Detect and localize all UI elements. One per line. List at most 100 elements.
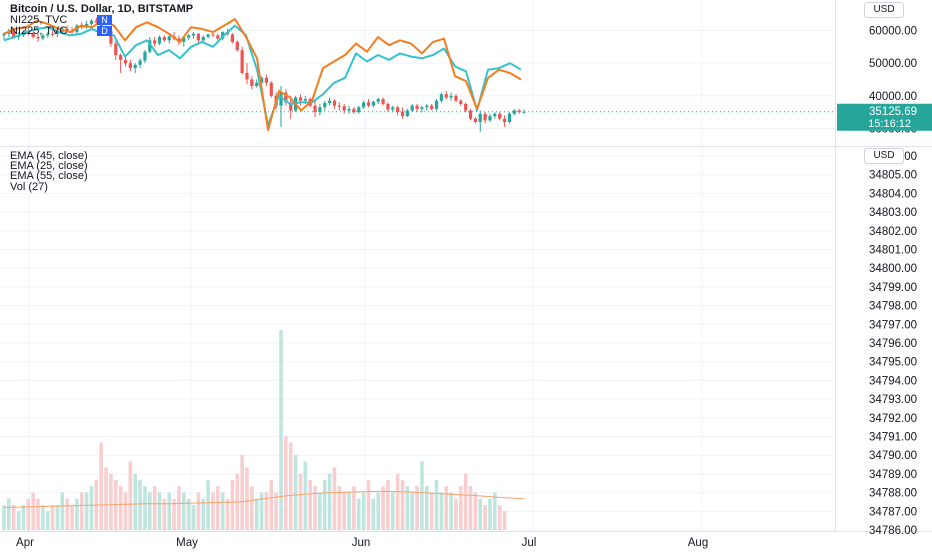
- volume-bar: [463, 473, 468, 530]
- price-tick-label: 60000.00: [869, 26, 917, 38]
- time-tick-label: May: [176, 537, 198, 549]
- lower-tick-label: 34796.00: [869, 338, 917, 350]
- candle-body: [468, 110, 473, 119]
- lower-tick-label: 34801.00: [869, 245, 917, 257]
- lower-tick-label: 34793.00: [869, 394, 917, 406]
- candle-body: [89, 20, 94, 24]
- volume-bar: [65, 498, 69, 530]
- candle-body: [332, 100, 337, 106]
- candle-body: [230, 34, 235, 42]
- candle-body: [264, 77, 269, 83]
- volume-bar: [347, 492, 351, 530]
- candle-body: [517, 110, 521, 113]
- time-tick-label: Jun: [352, 537, 371, 549]
- volume-bar: [172, 498, 176, 530]
- volume-bar: [322, 480, 327, 530]
- candlestick-series: [2, 17, 526, 132]
- volume-bar: [386, 480, 390, 530]
- volume-bar: [342, 492, 346, 530]
- volume-bar: [459, 486, 463, 530]
- candle-body: [46, 33, 50, 36]
- candle-body: [386, 104, 390, 110]
- time-tick-label: Apr: [16, 537, 34, 549]
- candle-body: [512, 110, 516, 114]
- candle-body: [211, 34, 215, 36]
- indicator-ema-45[interactable]: EMA (45, close): [10, 150, 88, 162]
- candle-body: [362, 102, 366, 108]
- volume-bar: [303, 461, 308, 530]
- candle-body: [444, 94, 448, 98]
- candle-body: [420, 107, 424, 109]
- volume-bar: [395, 473, 400, 530]
- candle-body: [182, 37, 186, 42]
- candle-body: [55, 31, 60, 35]
- compare-badge-2[interactable]: D: [97, 26, 112, 36]
- volume-bar: [327, 473, 332, 530]
- countdown-label: 15:16:12: [868, 118, 911, 130]
- volume-bar: [157, 492, 162, 530]
- volume-bar: [162, 498, 167, 530]
- indicator-volume[interactable]: Vol (27): [10, 181, 48, 193]
- volume-bar: [298, 473, 303, 530]
- candle-body: [313, 105, 317, 113]
- volume-bar: [240, 455, 244, 530]
- compare-legend-2[interactable]: NI225, TVC: [10, 25, 68, 37]
- candle-body: [303, 99, 307, 101]
- candle-body: [396, 107, 400, 113]
- lower-tick-label: 34787.00: [869, 506, 917, 518]
- indicator-ema-55[interactable]: EMA (55, close): [10, 170, 88, 182]
- volume-bar: [425, 486, 429, 530]
- candle-body: [206, 34, 210, 38]
- volume-bar: [138, 480, 142, 530]
- price-tick-label: 40000.00: [869, 91, 917, 103]
- volume-bar: [473, 492, 478, 530]
- candle-body: [36, 37, 40, 39]
- compare-badge-1[interactable]: N: [97, 15, 112, 25]
- candle-body: [381, 99, 385, 104]
- volume-bar: [356, 498, 361, 530]
- volume-bar: [293, 455, 298, 530]
- candle-body: [459, 100, 463, 104]
- volume-bar: [429, 492, 434, 530]
- volume-bar: [361, 492, 366, 530]
- compare-legend-1[interactable]: NI225, TVC: [10, 14, 68, 26]
- symbol-title[interactable]: Bitcoin / U.S. Dollar, 1D, BITSTAMP: [10, 3, 194, 15]
- candle-body: [337, 105, 341, 107]
- candle-body: [483, 113, 487, 121]
- volume-bar: [279, 330, 283, 530]
- candle-body: [289, 102, 293, 111]
- volume-bar: [502, 511, 507, 530]
- candle-body: [410, 105, 414, 111]
- volume-bar: [26, 498, 31, 530]
- volume-bar: [133, 473, 138, 530]
- volume-bar: [288, 442, 293, 530]
- candle-body: [478, 113, 482, 122]
- volume-bar: [128, 461, 133, 530]
- volume-bar: [36, 498, 40, 530]
- volume-bar: [264, 492, 269, 530]
- volume-histogram: [2, 330, 525, 530]
- indicator-ema-25[interactable]: EMA (25, close): [10, 160, 88, 172]
- candle-body: [507, 113, 512, 122]
- price-unit-button[interactable]: USD: [864, 2, 904, 18]
- volume-bar: [167, 492, 172, 530]
- candle-body: [415, 105, 419, 109]
- lower-tick-label: 34802.00: [869, 226, 917, 238]
- candle-body: [284, 92, 288, 103]
- price-scale[interactable]: 60000.0050000.0040000.0030000.0035125.69…: [837, 26, 932, 538]
- volume-bar: [45, 511, 50, 530]
- time-axis[interactable]: Apr May Jun Jul Aug: [16, 537, 708, 549]
- lower-tick-label: 34800.00: [869, 263, 917, 275]
- candle-body: [473, 118, 478, 122]
- candle-body: [352, 108, 356, 113]
- candle-body: [153, 40, 157, 44]
- candle-body: [464, 104, 468, 111]
- candle-body: [216, 35, 220, 39]
- lower-unit-button[interactable]: USD: [864, 148, 904, 164]
- volume-bar: [225, 498, 230, 530]
- volume-ma-line: [3, 490, 525, 508]
- volume-bar: [381, 486, 385, 530]
- candle-body: [400, 112, 405, 117]
